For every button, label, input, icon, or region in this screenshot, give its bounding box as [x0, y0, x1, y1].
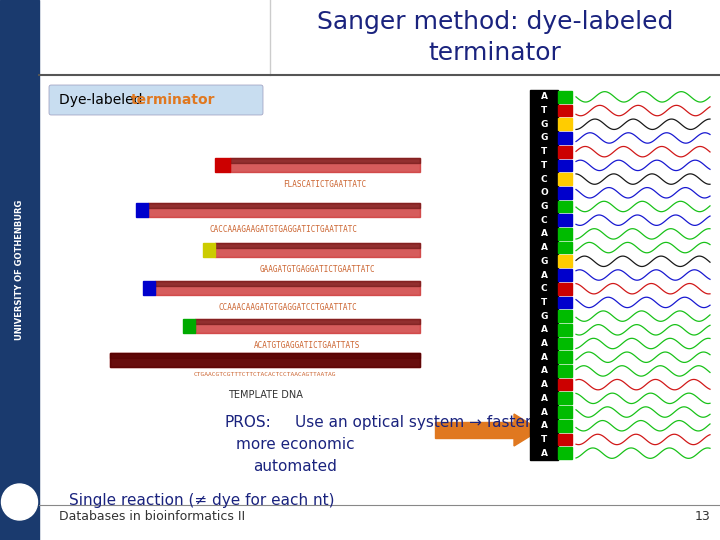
- Text: C: C: [541, 284, 547, 293]
- Bar: [203, 243, 215, 257]
- Bar: [558, 255, 572, 267]
- Bar: [558, 228, 572, 240]
- Bar: [195, 319, 420, 333]
- Text: G: G: [540, 312, 548, 321]
- Text: A: A: [541, 243, 547, 252]
- Bar: [110, 353, 420, 367]
- Bar: [530, 90, 558, 460]
- Text: FLASCATICTGAATTATC: FLASCATICTGAATTATC: [284, 180, 366, 189]
- Text: Dye-labeled: Dye-labeled: [59, 93, 147, 107]
- Text: UNIVERSITY OF GOTHENBURG: UNIVERSITY OF GOTHENBURG: [15, 200, 24, 340]
- Text: Databases in bioinformatics II: Databases in bioinformatics II: [59, 510, 245, 523]
- Text: TEMPLATE DNA: TEMPLATE DNA: [228, 390, 302, 400]
- Bar: [558, 310, 572, 322]
- Text: T: T: [541, 161, 547, 170]
- Bar: [558, 296, 572, 308]
- Bar: [558, 105, 572, 117]
- Bar: [558, 393, 572, 404]
- Text: A: A: [541, 339, 547, 348]
- Text: GAAGATGTGAGGATICTGAATTATC: GAAGATGTGAGGATICTGAATTATC: [260, 265, 375, 274]
- Text: A: A: [541, 380, 547, 389]
- Text: T: T: [541, 298, 547, 307]
- Text: automated: automated: [253, 459, 337, 474]
- Text: G: G: [540, 120, 548, 129]
- Text: C: C: [541, 215, 547, 225]
- Bar: [143, 281, 155, 295]
- Bar: [230, 158, 420, 163]
- Text: 13: 13: [694, 510, 710, 523]
- Bar: [110, 353, 420, 367]
- Bar: [155, 281, 420, 286]
- Bar: [195, 319, 420, 324]
- Bar: [558, 365, 572, 377]
- Text: Single reaction (≠ dye for each nt): Single reaction (≠ dye for each nt): [69, 493, 335, 508]
- Bar: [558, 187, 572, 199]
- Bar: [558, 146, 572, 158]
- Text: T: T: [541, 435, 547, 444]
- Bar: [558, 159, 572, 171]
- Text: A: A: [541, 367, 547, 375]
- Text: Use an optical system → faster: Use an optical system → faster: [295, 415, 531, 430]
- Bar: [558, 118, 572, 130]
- Text: A: A: [541, 271, 547, 280]
- Bar: [215, 158, 230, 172]
- Text: PROS:: PROS:: [225, 415, 271, 430]
- Bar: [155, 281, 420, 295]
- Text: A: A: [541, 421, 547, 430]
- Bar: [435, 422, 515, 438]
- Text: CACCAAAGAAGATGTGAGGATICTGAATTATC: CACCAAAGAAGATGTGAGGATICTGAATTATC: [210, 225, 358, 234]
- Bar: [558, 379, 572, 390]
- Bar: [183, 319, 195, 333]
- Text: A: A: [541, 325, 547, 334]
- Text: more economic: more economic: [235, 437, 354, 452]
- Bar: [215, 243, 420, 257]
- Bar: [230, 158, 420, 172]
- Bar: [558, 269, 572, 281]
- Bar: [110, 353, 420, 358]
- Text: O: O: [540, 188, 548, 197]
- Bar: [558, 324, 572, 336]
- Bar: [136, 203, 148, 217]
- Text: A: A: [541, 394, 547, 403]
- Bar: [215, 243, 420, 248]
- Bar: [558, 434, 572, 445]
- Bar: [148, 203, 420, 208]
- Text: G: G: [540, 133, 548, 143]
- Text: CCAAACAAGATGTGAGGATCCTGAATTATC: CCAAACAAGATGTGAGGATCCTGAATTATC: [218, 303, 357, 312]
- Text: A: A: [541, 92, 547, 102]
- Text: ACATGTGAGGATICTGAATTATS: ACATGTGAGGATICTGAATTATS: [254, 341, 361, 350]
- Text: CTGAACGTCGTTTCTTCTACACTCCTAACAGTTAATAG: CTGAACGTCGTTTCTTCTACACTCCTAACAGTTAATAG: [194, 372, 336, 377]
- Text: C: C: [541, 174, 547, 184]
- Text: A: A: [541, 449, 547, 457]
- Bar: [558, 242, 572, 253]
- Bar: [558, 338, 572, 349]
- Bar: [558, 283, 572, 294]
- Bar: [558, 352, 572, 363]
- Polygon shape: [514, 414, 540, 446]
- Text: terminator: terminator: [131, 93, 215, 107]
- Bar: [0, 0, 39, 540]
- Bar: [148, 203, 420, 217]
- Text: G: G: [540, 202, 548, 211]
- Bar: [558, 406, 572, 418]
- Text: A: A: [541, 353, 547, 362]
- Bar: [558, 214, 572, 226]
- Text: A: A: [541, 230, 547, 238]
- Bar: [39, 0, 720, 75]
- Text: A: A: [541, 408, 547, 416]
- Bar: [558, 420, 572, 431]
- Bar: [558, 173, 572, 185]
- Text: Sanger method: dye-labeled
terminator: Sanger method: dye-labeled terminator: [317, 10, 673, 65]
- Bar: [558, 132, 572, 144]
- Circle shape: [1, 484, 37, 520]
- Text: T: T: [541, 147, 547, 156]
- Bar: [558, 201, 572, 212]
- Text: G: G: [540, 257, 548, 266]
- Bar: [558, 91, 572, 103]
- Text: T: T: [541, 106, 547, 115]
- FancyBboxPatch shape: [49, 85, 263, 115]
- Bar: [558, 447, 572, 459]
